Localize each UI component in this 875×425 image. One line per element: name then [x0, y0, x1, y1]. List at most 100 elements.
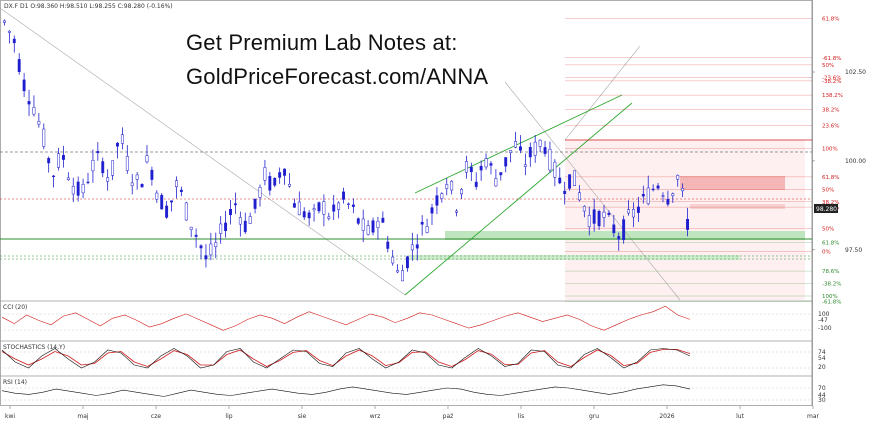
candle-body — [469, 166, 473, 173]
x-tick-label: 2026 — [659, 413, 674, 420]
y-tick-label: 97.50 — [845, 247, 862, 254]
candle-body — [686, 218, 689, 230]
candle-body — [27, 101, 31, 105]
candle-body — [450, 180, 454, 191]
rsi-tick-label: 70 — [818, 385, 826, 392]
candle-body — [514, 141, 517, 148]
stoch-k-line — [1, 348, 691, 369]
x-tick-label: cze — [151, 413, 161, 420]
candle-body — [101, 161, 105, 174]
candle-body — [474, 181, 478, 187]
candle-body — [396, 270, 400, 273]
candle-body — [538, 139, 542, 147]
candle-body — [57, 153, 60, 168]
candle-body — [332, 204, 336, 212]
fib-level-label: -38.2% — [822, 282, 841, 288]
candle-body — [61, 155, 65, 160]
candle-body — [558, 177, 562, 184]
candle-body — [194, 234, 198, 237]
candle-body — [405, 256, 409, 269]
candle-body — [219, 223, 223, 234]
symbol-line: DX.F D1 O:98.360 H:98.510 L:98.255 C:98.… — [4, 3, 173, 10]
candle-body — [430, 207, 434, 214]
candle-body — [366, 225, 370, 235]
candle-body — [636, 206, 640, 213]
last-price-badge — [814, 204, 838, 213]
candle-body — [597, 210, 601, 227]
candle-body — [22, 79, 26, 92]
cci-title: CCI (20) — [3, 304, 27, 311]
candle-body — [268, 176, 272, 191]
candle-body — [120, 134, 124, 144]
fib-level-label: 50% — [822, 187, 834, 193]
candle-body — [347, 203, 350, 205]
candle-body — [317, 202, 321, 212]
candle-body — [214, 242, 218, 248]
fib-level-label: 78.6% — [822, 269, 839, 275]
candle-body — [455, 210, 459, 213]
candle-body — [440, 193, 444, 199]
promo-line-1: Get Premium Lab Notes at: — [186, 30, 458, 55]
candle-body — [209, 243, 213, 256]
candle-body — [288, 183, 291, 187]
channel-lower — [404, 102, 633, 296]
candle-body — [327, 216, 331, 219]
rsi-line — [1, 384, 691, 397]
candle-body — [297, 201, 301, 216]
fib-level-label: 138.2% — [822, 93, 843, 99]
candle-body — [617, 236, 621, 240]
candle-body — [582, 206, 586, 212]
candle-body — [37, 121, 41, 125]
candle-body — [479, 165, 483, 171]
candle-body — [283, 168, 287, 176]
candle-body — [632, 209, 635, 218]
candle-body — [681, 188, 685, 192]
fib-level-label: -61.8% — [822, 56, 841, 62]
x-tick-label: wrz — [370, 413, 381, 420]
stoch-tick-label: 20 — [818, 364, 826, 371]
fib-level-label: 61.8% — [822, 17, 839, 23]
resistance-zone — [680, 176, 785, 190]
candle-body — [86, 181, 90, 184]
cci-tick-label: 100 — [818, 311, 830, 318]
candle-body — [175, 180, 178, 187]
candle-body — [160, 194, 164, 210]
candle-body — [204, 255, 208, 260]
candle-body — [179, 189, 183, 192]
candle-body — [189, 226, 193, 230]
candle-body — [460, 189, 463, 195]
candle-body — [17, 59, 21, 72]
x-tick-label: lut — [736, 413, 744, 420]
stoch-title: STOCHASTICS (14,Y) — [3, 344, 65, 351]
candle-body — [292, 203, 296, 208]
candle-body — [464, 161, 468, 173]
candle-body — [224, 222, 228, 231]
channel-upper — [414, 94, 623, 194]
candle-body — [573, 170, 576, 187]
x-tick-label: maj — [77, 413, 89, 420]
axes-group: kwi maj cze lip sie wrz paź lis gru 2026 lut mar 102… — [5, 69, 866, 420]
candle-body — [233, 203, 237, 206]
fib-level-label: -61.8% — [822, 299, 841, 305]
candle-body — [135, 174, 139, 180]
candle-body — [322, 201, 326, 215]
candle-body — [612, 224, 616, 234]
candle-body — [391, 256, 395, 264]
candle-body — [170, 200, 173, 203]
last-price-label: 98.280 — [816, 206, 837, 213]
fib-level-label: 61.8% — [822, 175, 839, 181]
candle-body — [627, 209, 631, 214]
candle-body — [278, 172, 282, 178]
candle-body — [229, 209, 232, 216]
candle-body — [165, 205, 169, 218]
candle-body — [155, 192, 159, 200]
support-zone-lower — [410, 255, 740, 260]
candle-body — [523, 164, 527, 167]
fib-level-label: 38.2% — [822, 107, 839, 113]
candle-body — [415, 244, 419, 249]
candle-body — [238, 217, 242, 225]
candle-body — [258, 187, 262, 198]
candle-body — [519, 146, 522, 151]
candle-body — [116, 142, 119, 147]
